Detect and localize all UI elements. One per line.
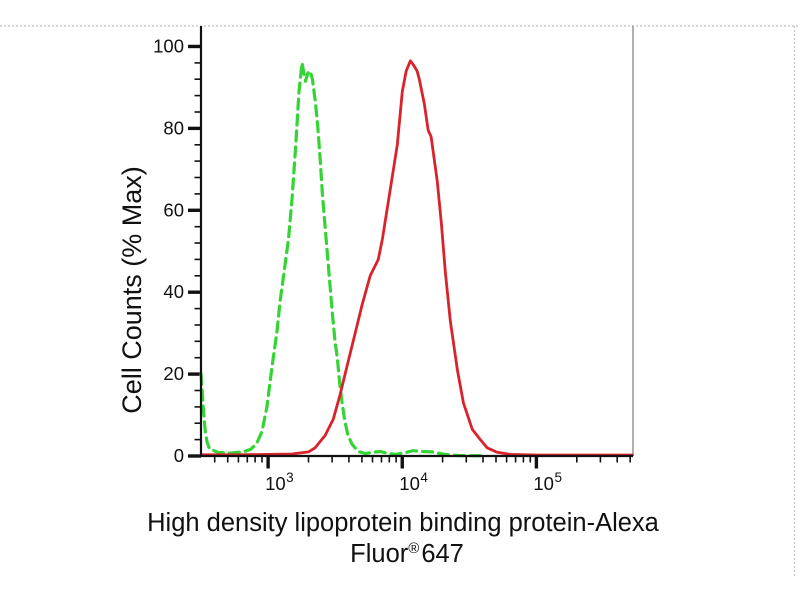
x-axis-ticks: 103 104 105 xyxy=(213,456,632,494)
y-axis-ticks: 0 20 40 60 80 100 xyxy=(153,36,201,466)
stained-histogram-curve xyxy=(199,59,634,457)
x-axis-title-line1: High density lipoprotein binding protein… xyxy=(147,509,660,537)
y-tick-label: 20 xyxy=(163,363,184,384)
registered-trademark-symbol: ® xyxy=(408,540,419,557)
control-histogram-curve xyxy=(199,61,485,458)
x-axis-title-fluor: Fluor xyxy=(350,540,409,568)
x-tick-label: 104 xyxy=(399,470,428,494)
y-tick-label: 60 xyxy=(163,199,184,220)
histogram-curves xyxy=(199,59,634,458)
x-tick-label: 103 xyxy=(265,470,294,494)
y-tick-label: 100 xyxy=(153,36,184,57)
x-axis-title-line2: Fluor®647 xyxy=(350,540,464,568)
y-tick-label: 0 xyxy=(174,445,184,466)
y-axis-title: Cell Counts (% Max) xyxy=(117,166,147,414)
y-tick-label: 80 xyxy=(163,117,184,138)
y-tick-label: 40 xyxy=(163,281,184,302)
x-tick-label: 105 xyxy=(533,470,562,494)
x-axis-title-647: 647 xyxy=(421,540,464,568)
